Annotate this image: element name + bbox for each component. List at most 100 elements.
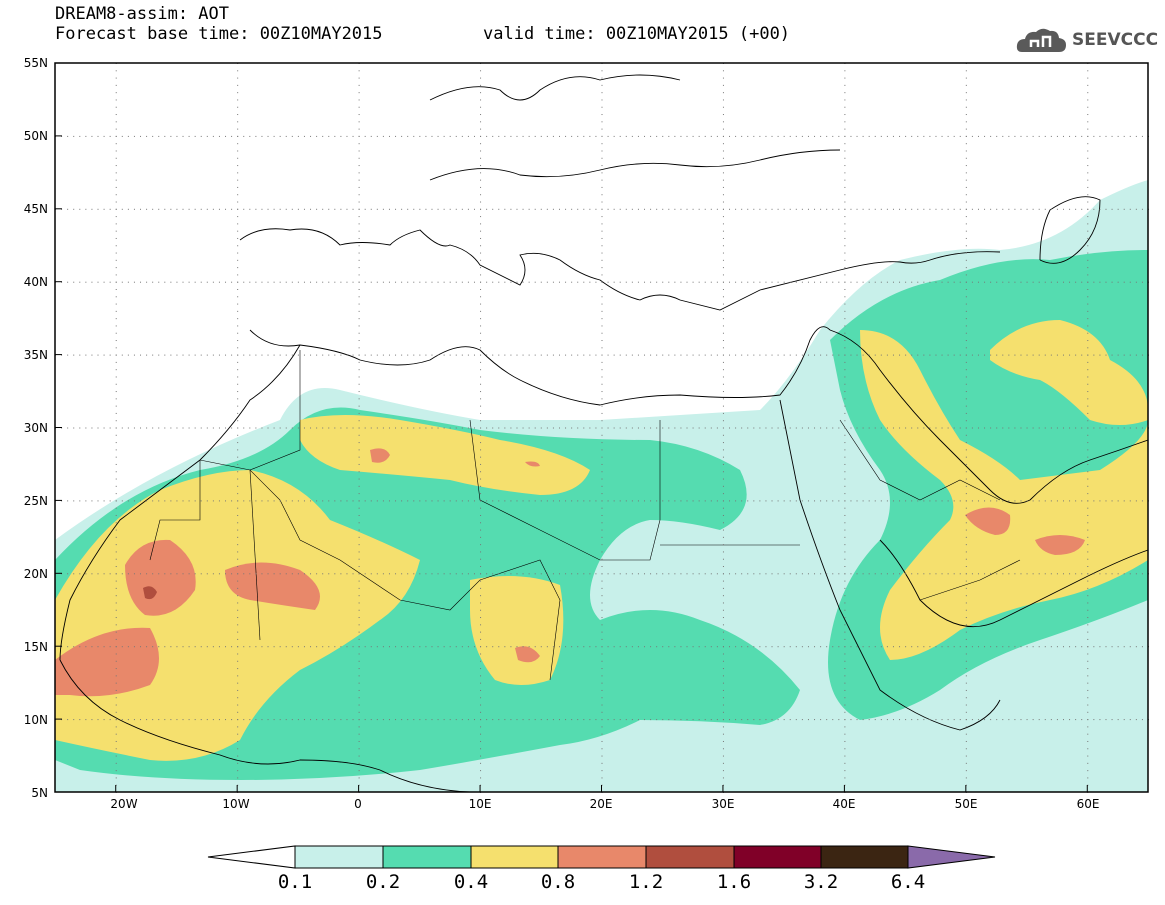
graticule-dot [546, 573, 548, 575]
graticule-dot [127, 646, 129, 648]
graticule-dot [959, 281, 961, 283]
graticule-dot [237, 770, 239, 772]
graticule-dot [965, 369, 967, 371]
graticule-dot [662, 500, 664, 502]
graticule-dot [990, 719, 992, 721]
graticule-dot [1141, 208, 1143, 210]
graticule-dot [480, 121, 482, 123]
graticule-dot [789, 354, 791, 356]
graticule-dot [358, 391, 360, 393]
graticule-dot [212, 573, 214, 575]
aot-band-0.4 [55, 320, 1148, 761]
graticule-dot [601, 566, 603, 568]
graticule-dot [965, 507, 967, 509]
graticule-dot [358, 726, 360, 728]
graticule-dot [601, 493, 603, 495]
graticule-dot [601, 70, 603, 72]
graticule-dot [164, 208, 166, 210]
graticule-dot [601, 340, 603, 342]
graticule-dot [498, 427, 500, 429]
graticule-dot [358, 252, 360, 254]
graticule-dot [965, 631, 967, 633]
graticule-dot [880, 135, 882, 137]
graticule-dot [115, 777, 117, 779]
graticule-dot [886, 500, 888, 502]
lat-label-40n: 40N [23, 275, 48, 289]
graticule-dot [540, 354, 542, 356]
graticule-dot [546, 500, 548, 502]
graticule-dot [237, 237, 239, 239]
graticule-dot [346, 573, 348, 575]
graticule-dot [528, 719, 530, 721]
graticule-dot [625, 281, 627, 283]
graticule-dot [115, 748, 117, 750]
graticule-dot [237, 310, 239, 312]
graticule-dot [419, 208, 421, 210]
graticule-dot [722, 194, 724, 196]
graticule-dot [953, 427, 955, 429]
graticule-dot [182, 354, 184, 356]
graticule-dot [115, 325, 117, 327]
graticule-dot [710, 646, 712, 648]
graticule-dot [146, 719, 148, 721]
graticule-dot [558, 354, 560, 356]
graticule-dot [844, 624, 846, 626]
graticule-dot [358, 259, 360, 261]
graticule-dot [953, 573, 955, 575]
graticule-dot [297, 208, 299, 210]
graticule-dot [546, 719, 548, 721]
logo-text: SEEVCCC [1072, 30, 1159, 50]
graticule-dot [826, 354, 828, 356]
graticule-dot [577, 135, 579, 137]
graticule-dot [856, 281, 858, 283]
graticule-dot [1032, 427, 1034, 429]
graticule-dot [795, 354, 797, 356]
graticule-dot [759, 719, 761, 721]
graticule-dot [322, 500, 324, 502]
graticule-dot [1087, 442, 1089, 444]
graticule-dot [498, 208, 500, 210]
graticule-dot [1014, 500, 1016, 502]
graticule-dot [467, 646, 469, 648]
graticule-dot [601, 646, 603, 648]
graticule-dot [395, 500, 397, 502]
graticule-dot [152, 208, 154, 210]
graticule-dot [644, 208, 646, 210]
graticule-dot [1069, 573, 1071, 575]
graticule-dot [188, 427, 190, 429]
graticule-dot [844, 740, 846, 742]
graticule-dot [601, 412, 603, 414]
graticule-dot [1056, 135, 1058, 137]
graticule-dot [899, 646, 901, 648]
graticule-dot [480, 340, 482, 342]
graticule-dot [358, 135, 360, 137]
graticule-dot [388, 281, 390, 283]
graticule-dot [722, 762, 724, 764]
graticule-dot [601, 507, 603, 509]
graticule-dot [1087, 143, 1089, 145]
graticule-dot [880, 646, 882, 648]
graticule-dot [291, 208, 293, 210]
graticule-dot [237, 580, 239, 582]
graticule-dot [722, 697, 724, 699]
graticule-dot [1038, 500, 1040, 502]
graticule-dot [492, 500, 494, 502]
graticule-dot [965, 186, 967, 188]
graticule-dot [480, 383, 482, 385]
graticule-dot [1087, 587, 1089, 589]
graticule-dot [1129, 500, 1131, 502]
graticule-dot [346, 427, 348, 429]
graticule-dot [680, 646, 682, 648]
colorbar-low-arrow [207, 845, 296, 869]
graticule-dot [552, 427, 554, 429]
graticule-dot [1044, 719, 1046, 721]
graticule-dot [364, 719, 366, 721]
graticule-dot [965, 777, 967, 779]
graticule-dot [1141, 427, 1143, 429]
graticule-dot [261, 354, 263, 356]
graticule-dot [115, 245, 117, 247]
graticule-dot [273, 281, 275, 283]
graticule-dot [947, 646, 949, 648]
graticule-dot [990, 135, 992, 137]
graticule-dot [473, 208, 475, 210]
